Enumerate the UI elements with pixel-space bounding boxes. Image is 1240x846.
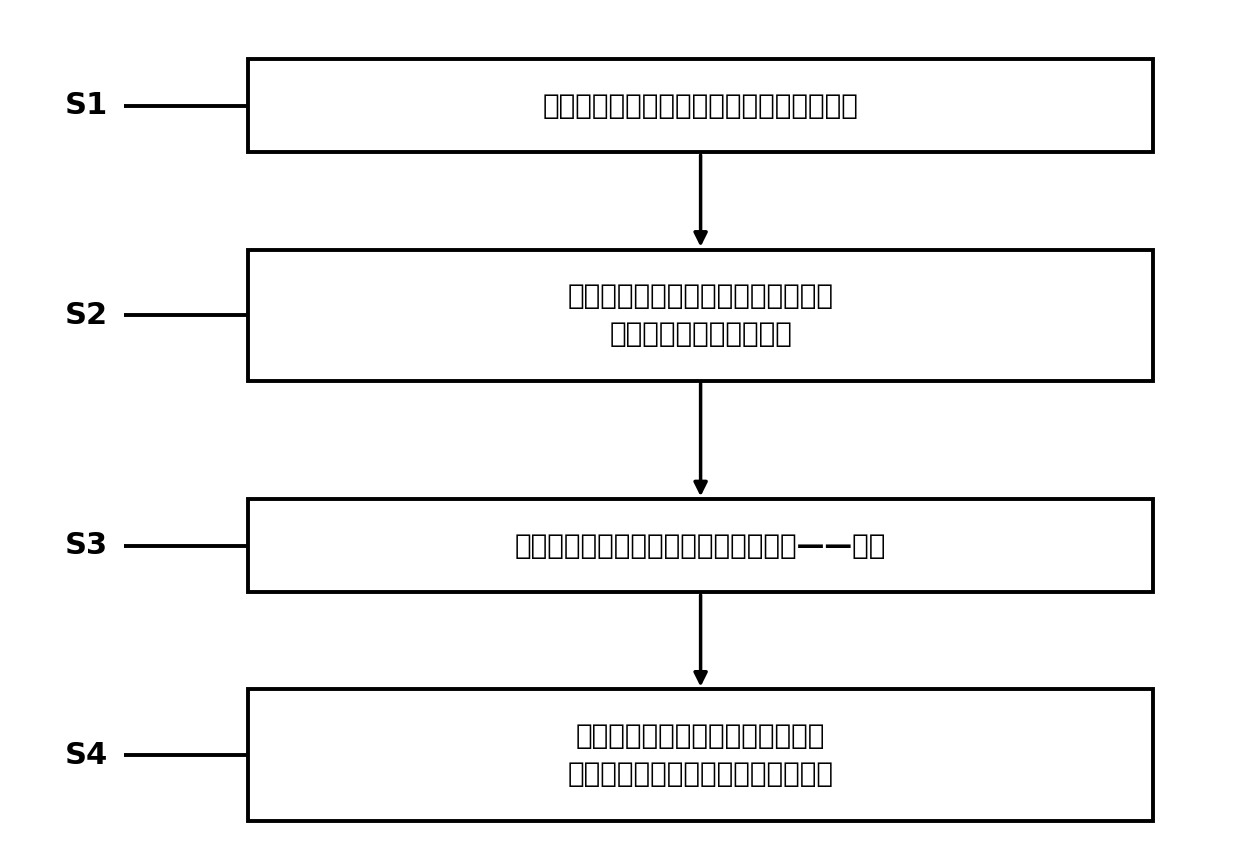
Text: S3: S3 [66, 531, 108, 560]
Text: 将光符标记与样本库中的光符标记进行——比对: 将光符标记与样本库中的光符标记进行——比对 [515, 531, 887, 560]
Text: S1: S1 [66, 91, 108, 120]
Text: 通过图像采集模块采集显示屏中的图像信息: 通过图像采集模块采集显示屏中的图像信息 [543, 91, 858, 120]
Text: 识别模块根据采集的图像信息获取并: 识别模块根据采集的图像信息获取并 [568, 282, 833, 310]
Text: 识别显示屏中的光符标记: 识别显示屏中的光符标记 [609, 320, 792, 349]
Bar [248, 689, 1153, 821]
Text: S2: S2 [66, 300, 108, 330]
Text: 未知的光符标记，则判定显示屏异常: 未知的光符标记，则判定显示屏异常 [568, 760, 833, 788]
Bar [248, 499, 1153, 592]
Bar [248, 59, 1153, 152]
Text: 若识别的光符标记中包含样本库中: 若识别的光符标记中包含样本库中 [575, 722, 826, 750]
Bar [248, 250, 1153, 381]
Text: S4: S4 [66, 740, 108, 770]
